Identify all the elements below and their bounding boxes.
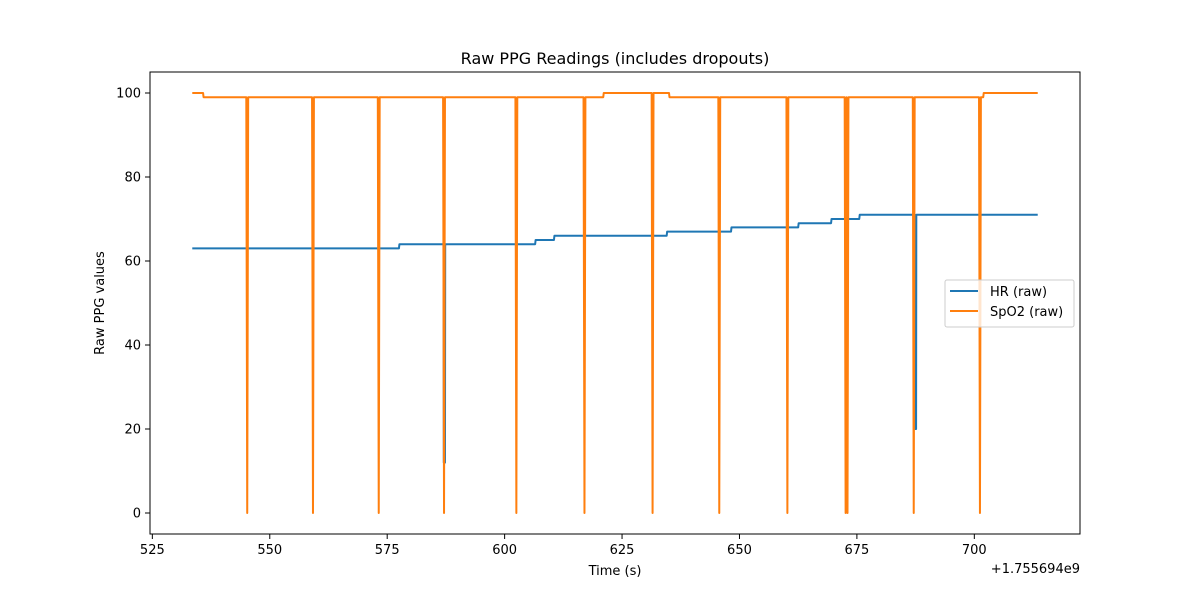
y-tick-label: 100	[116, 87, 141, 102]
legend: HR (raw) SpO2 (raw)	[944, 279, 1075, 328]
y-tick-label: 40	[124, 339, 141, 354]
y-tick-label: 0	[133, 507, 141, 522]
x-tick-label: 550	[257, 543, 282, 558]
plot-area	[149, 71, 1081, 535]
y-axis: 0 20 40 60 80 100	[116, 87, 150, 522]
x-offset-label: +1.755694e9	[991, 562, 1080, 577]
y-tick-label: 80	[124, 171, 141, 186]
axes-frame	[149, 71, 1081, 535]
series-line-spo2	[192, 92, 1038, 514]
y-axis-label: Raw PPG values	[93, 251, 108, 355]
series-line-hr	[192, 213, 1038, 464]
x-tick-label: 675	[844, 543, 869, 558]
chart-title: Raw PPG Readings (includes dropouts)	[461, 49, 770, 68]
x-axis-label: Time (s)	[588, 564, 642, 579]
x-tick-label: 600	[492, 543, 517, 558]
x-tick-label: 575	[375, 543, 400, 558]
y-tick-label: 60	[124, 255, 141, 270]
x-tick-label: 700	[962, 543, 987, 558]
x-tick-label: 650	[727, 543, 752, 558]
legend-label: HR (raw)	[990, 285, 1047, 300]
legend-label: SpO2 (raw)	[990, 305, 1063, 320]
series-layer	[192, 92, 1038, 514]
y-tick-label: 20	[124, 423, 141, 438]
x-tick-label: 625	[610, 543, 635, 558]
x-tick-label: 525	[140, 543, 165, 558]
x-axis: 525 550 575 600 625 650 675 700	[140, 534, 987, 558]
